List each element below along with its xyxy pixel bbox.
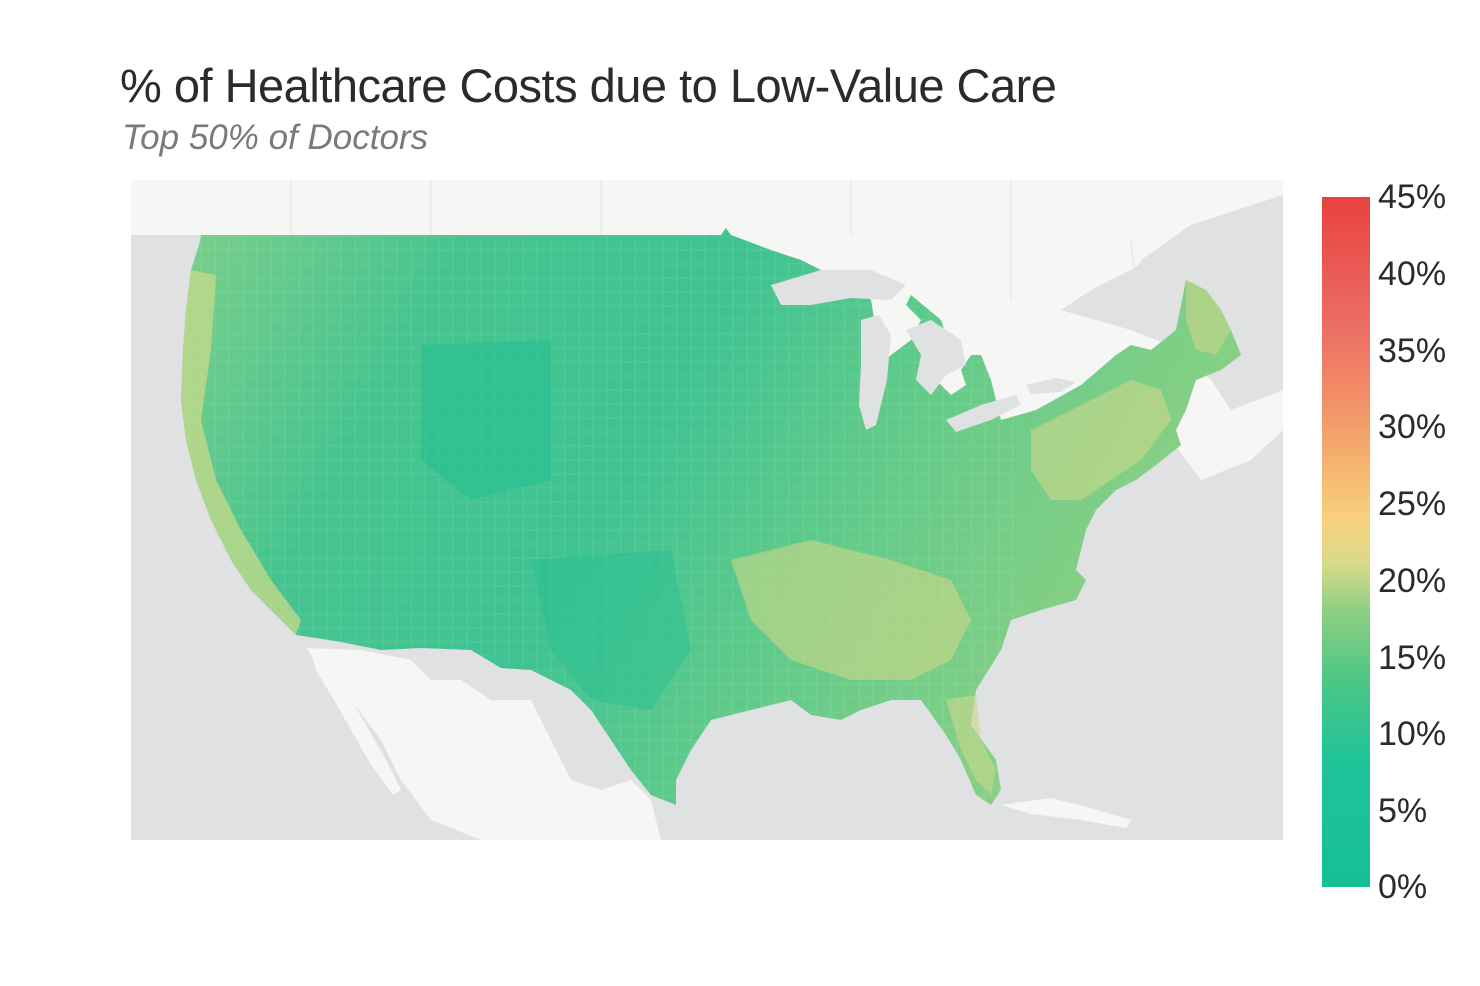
legend-tick-label: 15% [1378,639,1447,677]
west-coast-band [181,270,301,635]
legend-tick-label: 10% [1378,715,1447,753]
legend-tick-label: 30% [1378,408,1447,446]
legend-tick-label: 35% [1378,332,1447,370]
st-lawrence-water [1141,195,1283,290]
legend-tick-label: 0% [1378,868,1428,906]
cuba-land [1001,798,1131,828]
map-svg [131,180,1283,840]
legend-tick-label: 20% [1378,562,1447,600]
chart-title: % of Healthcare Costs due to Low-Value C… [120,59,1057,112]
legend-tick-label: 25% [1378,485,1447,523]
legend-tick-label: 40% [1378,255,1447,293]
texas-dark [531,550,691,710]
southeast-yellow [731,540,971,680]
legend-tick-label: 45% [1378,178,1447,216]
chart-subtitle: Top 50% of Doctors [122,118,429,157]
legend-tick-label: 5% [1378,792,1428,830]
color-scale-bar [1322,197,1370,887]
florida-yellow [946,695,996,795]
mountain-west-dark [421,340,551,500]
mexico-land [306,648,661,840]
lake-erie [946,395,1021,432]
lake-ontario [1026,378,1076,394]
maine-yellow [1186,280,1231,355]
baja-land [309,648,401,795]
lake-huron [906,320,966,395]
northeast-yellow [1031,380,1171,500]
province-lines [290,180,1142,331]
choropleth-map[interactable] [131,180,1283,840]
lake-superior [771,270,906,305]
lake-michigan [859,315,891,430]
